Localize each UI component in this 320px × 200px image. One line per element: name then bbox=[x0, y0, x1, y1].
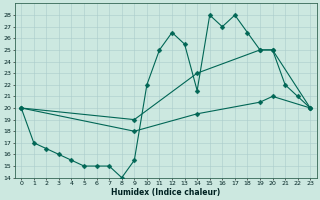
X-axis label: Humidex (Indice chaleur): Humidex (Indice chaleur) bbox=[111, 188, 220, 197]
